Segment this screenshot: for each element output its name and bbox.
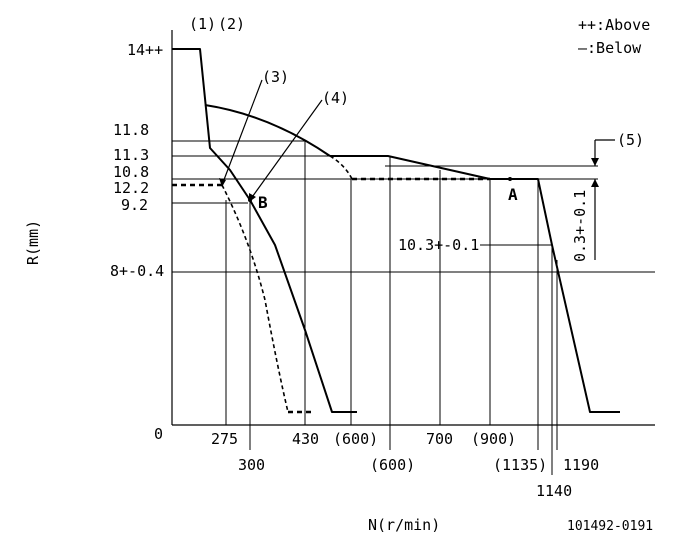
x-tick-1190: 1190	[563, 456, 599, 474]
y-tick-9-2: 9.2	[121, 196, 148, 214]
footer-code: 101492-0191	[567, 519, 653, 534]
point-a-marker	[508, 177, 512, 181]
x-tick-900: (900)	[471, 430, 516, 448]
callout-1: (1)	[189, 15, 216, 33]
x-tick-600-a: (600)	[333, 430, 378, 448]
y-tick-8: 8+-0.4	[110, 262, 164, 280]
point-b-marker	[248, 198, 252, 202]
value-10-3: 10.3+-0.1	[398, 236, 479, 254]
leader-3	[221, 79, 263, 186]
callout-5: (5)	[617, 131, 644, 149]
value-vertical-0-3: 0.3+-0.1	[571, 190, 589, 262]
y-tick-11-3: 11.3	[113, 146, 149, 164]
legend-below: —:Below	[578, 39, 642, 57]
callout-3: (3)	[262, 68, 289, 86]
y-tick-0: 0	[154, 425, 163, 443]
y-tick-10-8: 10.8	[113, 163, 149, 181]
x-tick-700: 700	[426, 430, 453, 448]
y-axis-title: R(mm)	[24, 220, 42, 265]
arrow-3	[219, 178, 226, 187]
dashed-curve-left	[221, 184, 289, 413]
x-tick-430: 430	[292, 430, 319, 448]
flat-curve	[330, 155, 620, 413]
callout-4: (4)	[322, 89, 349, 107]
y-tick-12-2: 12.2	[113, 179, 149, 197]
y-tick-11-8: 11.8	[113, 121, 149, 139]
y-tick-14: 14++	[127, 41, 163, 59]
dashed-curve-right	[329, 155, 353, 180]
x-tick-1135: (1135)	[493, 456, 547, 474]
point-a-label: A	[508, 185, 518, 204]
x-tick-600-b: (600)	[370, 456, 415, 474]
legend-above: ++:Above	[578, 16, 650, 34]
point-b-label: B	[258, 193, 268, 212]
x-tick-275: 275	[211, 430, 238, 448]
upper-curve	[204, 104, 331, 157]
arrow-5-top	[591, 158, 599, 166]
x-tick-300: 300	[238, 456, 265, 474]
arrow-5-bottom	[591, 179, 599, 187]
callout-2: (2)	[218, 15, 245, 33]
x-tick-1140: 1140	[536, 482, 572, 500]
x-axis-title: N(r/min)	[368, 516, 440, 534]
leader-4	[249, 99, 323, 201]
